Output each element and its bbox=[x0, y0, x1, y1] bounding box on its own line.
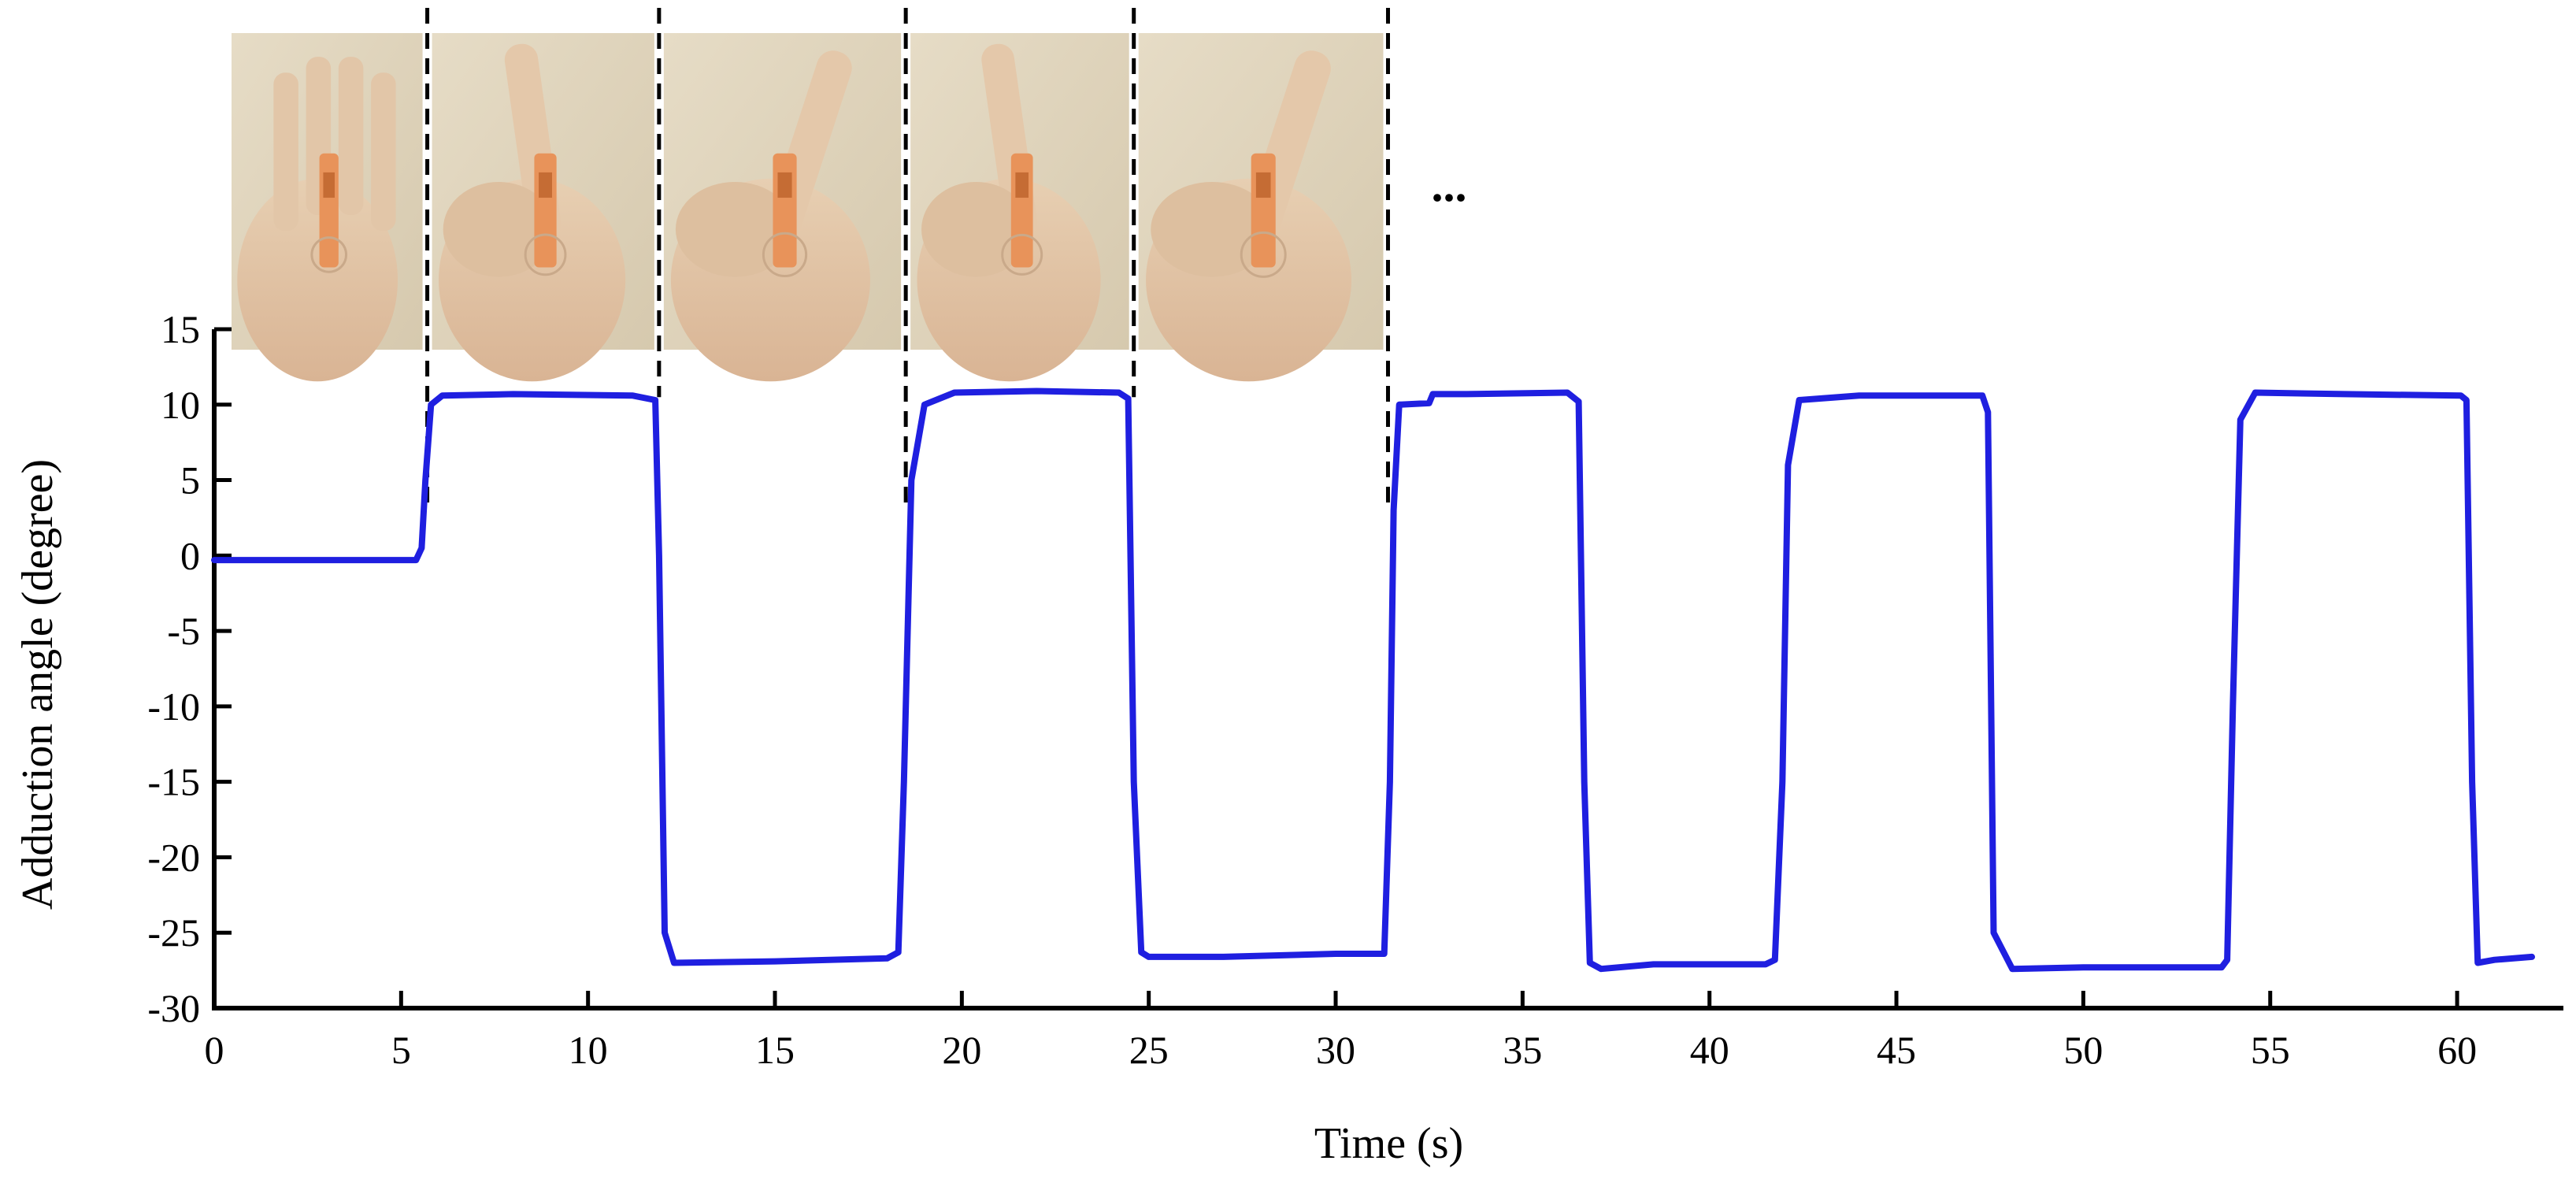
x-axis-title: Time (s) bbox=[1314, 1119, 1463, 1168]
y-axis-title: Adduction angle (degree) bbox=[13, 459, 62, 910]
x-tick-label: 60 bbox=[2437, 1028, 2477, 1072]
axes bbox=[212, 329, 2563, 1010]
x-tick-label: 30 bbox=[1316, 1028, 1355, 1072]
y-tick-label: -20 bbox=[147, 835, 200, 879]
y-tick-label: 15 bbox=[161, 307, 200, 351]
continuation-ellipsis: ... bbox=[1431, 159, 1466, 211]
y-tick-label: -15 bbox=[147, 760, 200, 804]
hand-photo bbox=[1138, 33, 1384, 382]
x-tick-label: 45 bbox=[1877, 1028, 1916, 1072]
y-tick-label: -5 bbox=[167, 609, 200, 653]
y-tick-label: 10 bbox=[161, 383, 200, 427]
hand-photo bbox=[232, 33, 423, 382]
series bbox=[211, 387, 2535, 973]
x-tick-label: 5 bbox=[391, 1028, 411, 1072]
x-tick-label: 0 bbox=[205, 1028, 224, 1072]
y-tick-label: -10 bbox=[147, 684, 200, 729]
x-tick-label: 15 bbox=[755, 1028, 795, 1072]
photo-strip bbox=[232, 33, 1384, 382]
x-tick-label: 25 bbox=[1129, 1028, 1169, 1072]
x-tick-label: 40 bbox=[1690, 1028, 1729, 1072]
y-tick-label: -25 bbox=[147, 910, 200, 955]
x-tick-label: 50 bbox=[2063, 1028, 2103, 1072]
hand-photo bbox=[663, 33, 902, 382]
y-tick-label: -30 bbox=[147, 986, 200, 1030]
hand-photo bbox=[910, 33, 1129, 382]
x-tick-label: 20 bbox=[942, 1028, 981, 1072]
y-tick-label: 0 bbox=[180, 533, 200, 577]
y-tick-label: 5 bbox=[180, 458, 200, 502]
x-tick-label: 35 bbox=[1503, 1028, 1542, 1072]
tick-marks: 0 5 10 15 20 25 30 35 40 45 50 55 60151050-5-10-15-2… bbox=[147, 307, 2477, 1072]
x-tick-label: 55 bbox=[2251, 1028, 2290, 1072]
x-tick-label: 10 bbox=[569, 1028, 608, 1072]
hand-photo bbox=[432, 33, 654, 382]
series-line-1 bbox=[211, 387, 2535, 973]
